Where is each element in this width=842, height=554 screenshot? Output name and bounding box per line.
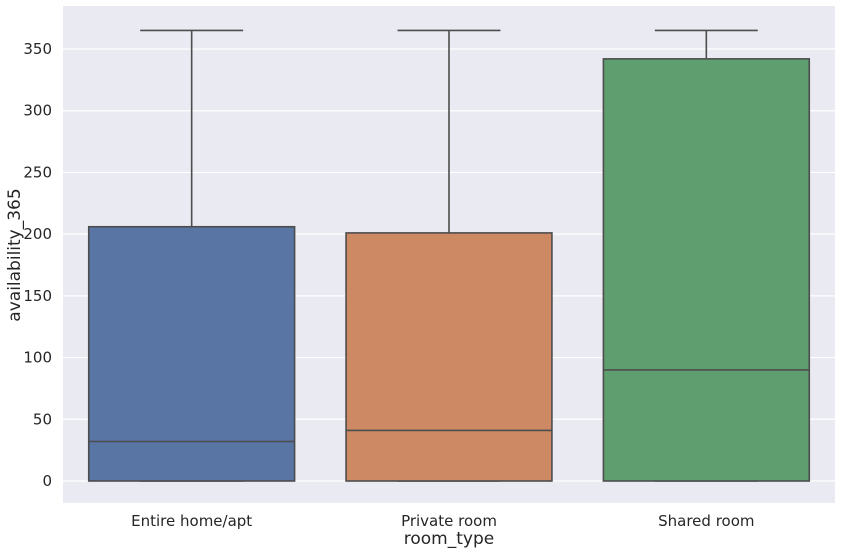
y-tick-label-350: 350 xyxy=(23,40,52,58)
y-tick-label-150: 150 xyxy=(23,287,52,305)
box-1-iqr-box xyxy=(345,232,553,482)
y-tick-label-50: 50 xyxy=(33,410,52,428)
y-tick-label-200: 200 xyxy=(23,225,52,243)
box-1 xyxy=(345,29,553,482)
x-tick-label-0: Entire home/apt xyxy=(131,512,252,530)
y-tick-label-250: 250 xyxy=(23,163,52,181)
x-tick-label-2: Shared room xyxy=(658,512,754,530)
y-tick-label-0: 0 xyxy=(42,472,52,490)
y-axis-label: availability_365 xyxy=(5,188,25,321)
x-tick-labels: Entire home/apt Private room Shared room xyxy=(131,512,754,530)
box-2 xyxy=(602,29,811,482)
x-axis-label: room_type xyxy=(404,529,494,549)
box-2-iqr-box xyxy=(602,58,811,482)
x-tick-label-1: Private room xyxy=(401,512,497,530)
boxes xyxy=(87,29,811,482)
y-tick-label-300: 300 xyxy=(23,102,52,120)
box-0-iqr-box xyxy=(87,225,296,482)
y-tick-label-100: 100 xyxy=(23,349,52,367)
box-0 xyxy=(87,29,296,482)
y-tick-labels: 0 50 100 150 200 250 300 350 xyxy=(23,40,52,490)
